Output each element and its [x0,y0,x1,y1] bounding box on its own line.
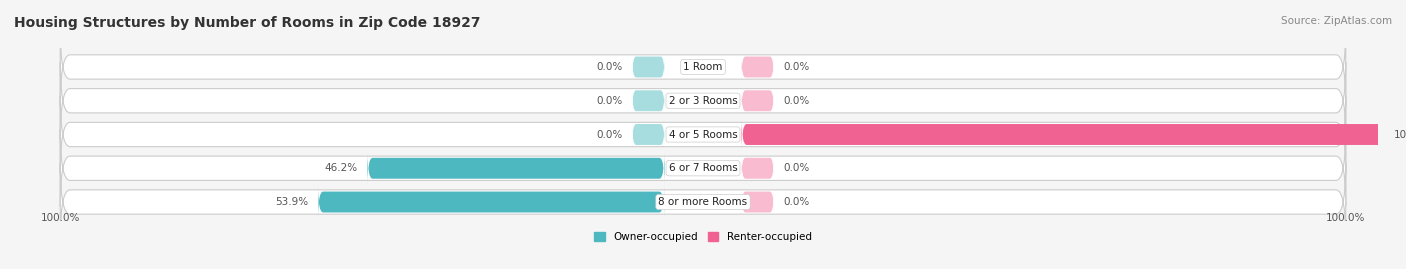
Text: 0.0%: 0.0% [596,96,623,106]
Text: 8 or more Rooms: 8 or more Rooms [658,197,748,207]
Text: 0.0%: 0.0% [596,129,623,140]
FancyBboxPatch shape [60,29,1346,105]
FancyBboxPatch shape [633,56,665,77]
Text: 100.0%: 100.0% [1326,213,1365,223]
Text: 100.0%: 100.0% [41,213,80,223]
Legend: Owner-occupied, Renter-occupied: Owner-occupied, Renter-occupied [591,228,815,246]
FancyBboxPatch shape [741,118,1385,151]
FancyBboxPatch shape [60,96,1346,173]
FancyBboxPatch shape [367,152,665,185]
Text: 6 or 7 Rooms: 6 or 7 Rooms [669,163,737,173]
FancyBboxPatch shape [60,130,1346,207]
Text: Housing Structures by Number of Rooms in Zip Code 18927: Housing Structures by Number of Rooms in… [14,16,481,30]
Text: 0.0%: 0.0% [783,62,810,72]
Text: 0.0%: 0.0% [783,163,810,173]
Text: 4 or 5 Rooms: 4 or 5 Rooms [669,129,737,140]
Text: 100.0%: 100.0% [1393,129,1406,140]
FancyBboxPatch shape [318,185,665,218]
FancyBboxPatch shape [633,124,665,145]
FancyBboxPatch shape [741,158,773,179]
Text: Source: ZipAtlas.com: Source: ZipAtlas.com [1281,16,1392,26]
FancyBboxPatch shape [741,56,773,77]
Text: 0.0%: 0.0% [783,197,810,207]
Text: 0.0%: 0.0% [783,96,810,106]
FancyBboxPatch shape [741,90,773,111]
Text: 1 Room: 1 Room [683,62,723,72]
FancyBboxPatch shape [741,192,773,213]
Text: 0.0%: 0.0% [596,62,623,72]
Text: 2 or 3 Rooms: 2 or 3 Rooms [669,96,737,106]
Text: 53.9%: 53.9% [276,197,308,207]
FancyBboxPatch shape [633,90,665,111]
FancyBboxPatch shape [60,164,1346,240]
Text: 46.2%: 46.2% [325,163,359,173]
FancyBboxPatch shape [60,62,1346,139]
